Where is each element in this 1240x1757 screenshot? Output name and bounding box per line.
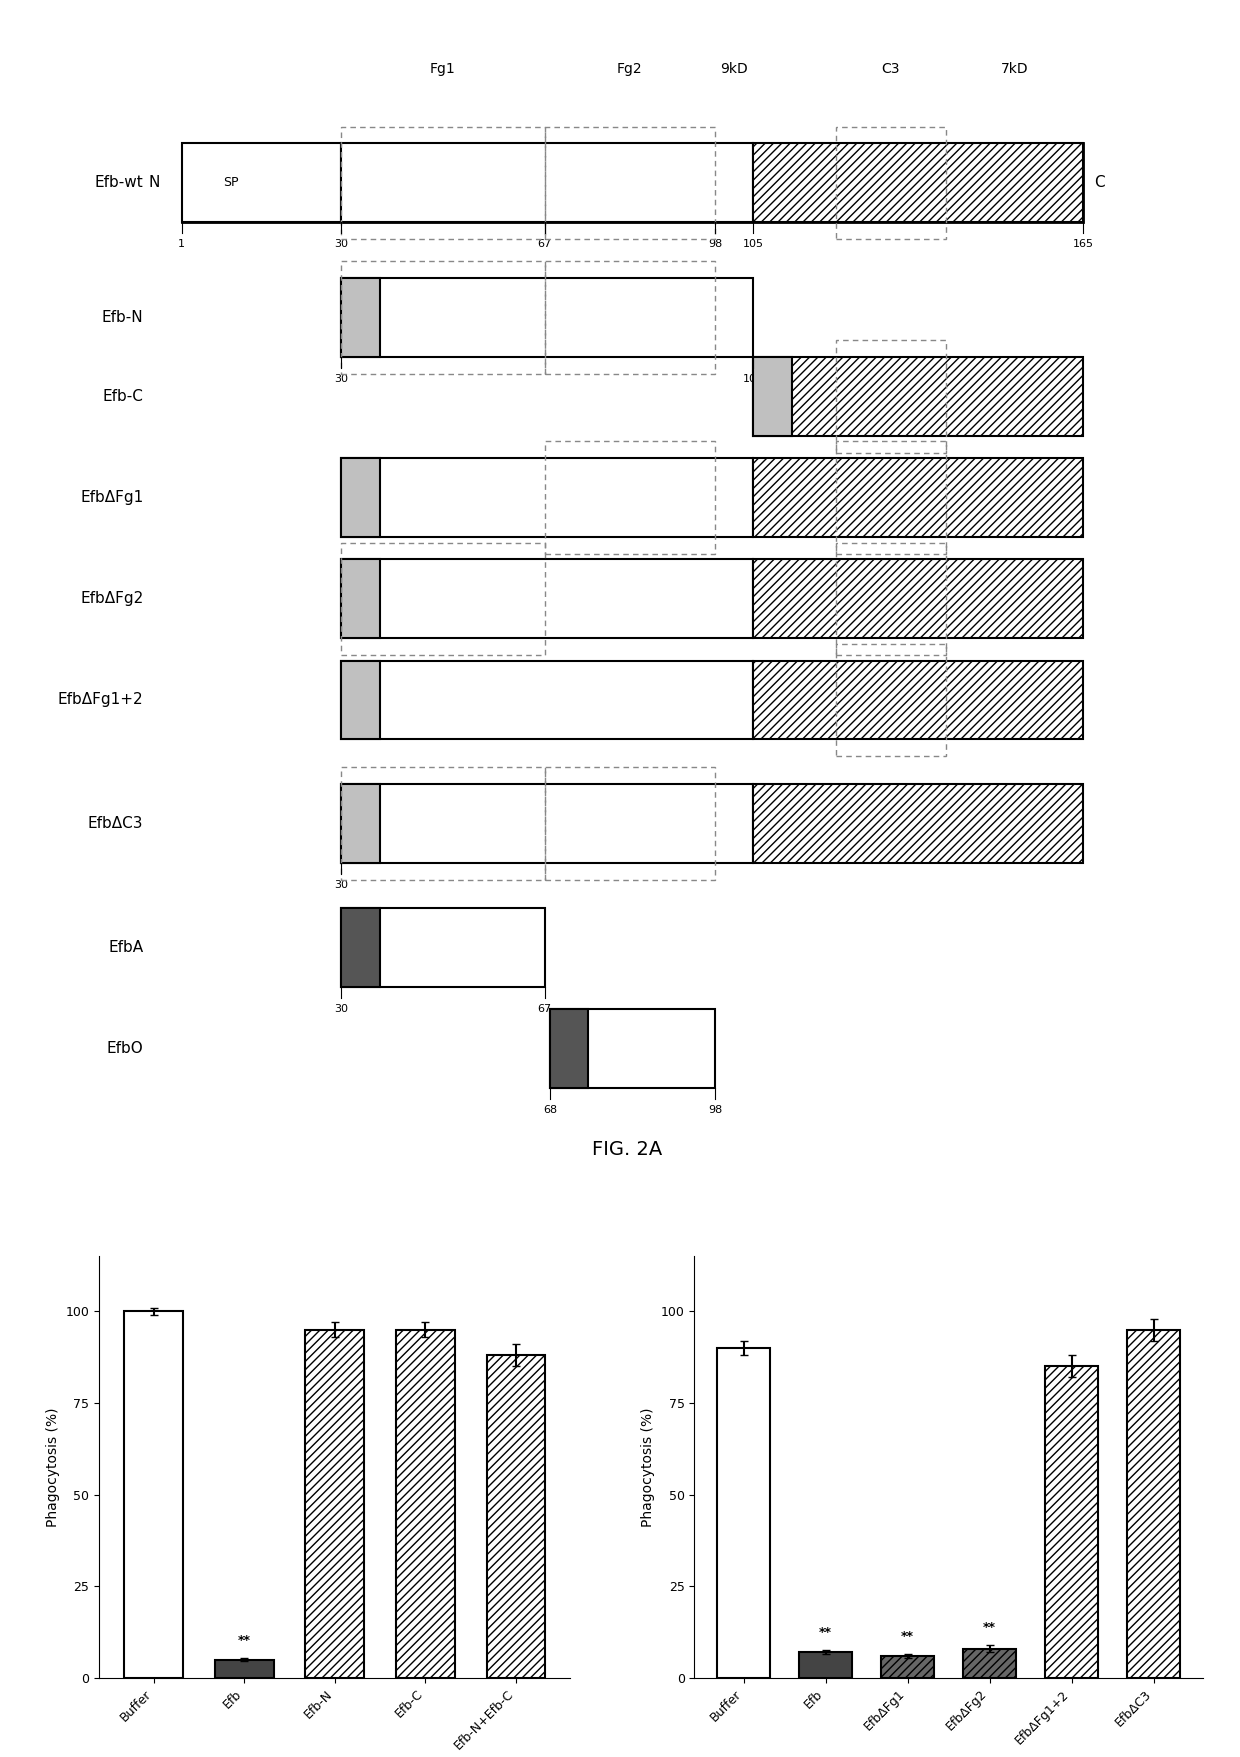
- Bar: [754, 357, 792, 436]
- Y-axis label: Phagocytosis (%): Phagocytosis (%): [46, 1407, 60, 1527]
- Bar: [754, 784, 1084, 863]
- Bar: [1127, 1330, 1180, 1678]
- Bar: [754, 357, 1084, 436]
- Bar: [341, 144, 754, 221]
- Bar: [341, 661, 754, 740]
- Text: 105: 105: [743, 374, 764, 383]
- Bar: [836, 127, 946, 239]
- Bar: [754, 144, 1084, 221]
- Text: Efb-wt: Efb-wt: [94, 176, 144, 190]
- Text: EfbA: EfbA: [108, 940, 144, 954]
- Bar: [544, 768, 715, 880]
- Bar: [836, 441, 946, 553]
- Bar: [1045, 1367, 1099, 1678]
- Bar: [341, 278, 754, 357]
- Bar: [486, 1355, 546, 1678]
- Text: 68: 68: [543, 1105, 557, 1114]
- Bar: [215, 1660, 274, 1678]
- Text: 30: 30: [334, 880, 348, 889]
- Text: Fg2: Fg2: [618, 61, 642, 76]
- Bar: [182, 144, 341, 221]
- Bar: [341, 543, 544, 655]
- Text: 67: 67: [537, 1003, 552, 1014]
- Bar: [799, 1652, 852, 1678]
- Text: 30: 30: [334, 374, 348, 383]
- Bar: [836, 643, 946, 756]
- Bar: [754, 661, 1084, 740]
- Bar: [341, 278, 379, 357]
- Text: 105: 105: [743, 239, 764, 249]
- Text: 165: 165: [1073, 239, 1094, 249]
- Text: **: **: [238, 1634, 250, 1646]
- Bar: [341, 127, 544, 239]
- Bar: [551, 1009, 715, 1088]
- Text: C3: C3: [882, 61, 900, 76]
- Bar: [341, 908, 379, 987]
- Bar: [880, 1655, 934, 1678]
- Bar: [341, 908, 544, 987]
- Y-axis label: Phagocytosis (%): Phagocytosis (%): [641, 1407, 655, 1527]
- Bar: [341, 459, 754, 538]
- Bar: [341, 559, 379, 638]
- Text: Fg1: Fg1: [430, 61, 456, 76]
- Bar: [341, 661, 379, 740]
- Text: 7kD: 7kD: [1001, 61, 1028, 76]
- Text: C: C: [1094, 176, 1105, 190]
- Bar: [963, 1648, 1017, 1678]
- Text: EfbΔFg1: EfbΔFg1: [81, 490, 144, 504]
- Bar: [717, 1348, 770, 1678]
- Text: 98: 98: [708, 1105, 722, 1114]
- Bar: [551, 1009, 589, 1088]
- Text: 98: 98: [708, 239, 722, 249]
- Text: FIG. 2A: FIG. 2A: [591, 1140, 662, 1160]
- Text: 9kD: 9kD: [720, 61, 748, 76]
- Bar: [182, 144, 1084, 221]
- Bar: [341, 459, 379, 538]
- Bar: [341, 262, 544, 374]
- Bar: [341, 559, 754, 638]
- Bar: [836, 543, 946, 655]
- Text: EfbΔFg1+2: EfbΔFg1+2: [58, 692, 144, 708]
- Text: Efb-N: Efb-N: [102, 311, 144, 325]
- Bar: [754, 459, 1084, 538]
- Text: **: **: [901, 1630, 914, 1643]
- Bar: [754, 559, 1084, 638]
- Text: Efb-C: Efb-C: [103, 388, 144, 404]
- Text: EfbΔC3: EfbΔC3: [88, 817, 144, 831]
- Text: 30: 30: [334, 1003, 348, 1014]
- Bar: [305, 1330, 365, 1678]
- Bar: [341, 784, 754, 863]
- Text: N: N: [149, 176, 160, 190]
- Text: 67: 67: [537, 239, 552, 249]
- Bar: [341, 768, 544, 880]
- Text: EfbO: EfbO: [107, 1042, 144, 1056]
- Text: 1: 1: [179, 239, 185, 249]
- Bar: [836, 341, 946, 453]
- Text: EfbΔFg2: EfbΔFg2: [81, 592, 144, 606]
- Bar: [396, 1330, 455, 1678]
- Bar: [544, 127, 715, 239]
- Text: **: **: [983, 1622, 996, 1634]
- Text: SP: SP: [223, 176, 239, 190]
- Bar: [341, 784, 379, 863]
- Bar: [544, 441, 715, 553]
- Bar: [124, 1311, 184, 1678]
- Text: 30: 30: [334, 239, 348, 249]
- Text: **: **: [820, 1627, 832, 1639]
- Bar: [544, 262, 715, 374]
